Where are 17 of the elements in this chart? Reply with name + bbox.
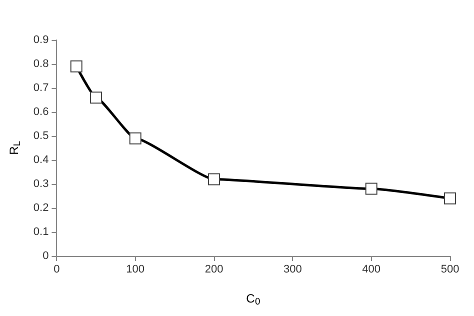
y-tick-label: 0.2 [33,202,49,214]
y-tick-label: 0.6 [33,106,49,118]
x-tick-label: 300 [283,264,302,276]
y-tick-label: 0.7 [33,82,49,94]
x-tick-label: 100 [126,264,145,276]
x-tick-label: 500 [440,264,460,276]
y-tick-label: 0.8 [33,58,49,70]
x-tick-label: 0 [54,264,60,276]
x-tick-label: 200 [204,264,224,276]
y-tick-label: 0.5 [33,130,49,142]
y-tick-label: 0.3 [33,178,49,190]
y-tick-label: 0.9 [33,34,49,46]
x-tick-label: 400 [362,264,381,276]
y-axis-title: RL [7,141,23,155]
y-tick-label: 0 [42,250,49,262]
y-tick-label: 0.4 [33,154,49,166]
y-tick-label: 0.1 [33,226,49,238]
